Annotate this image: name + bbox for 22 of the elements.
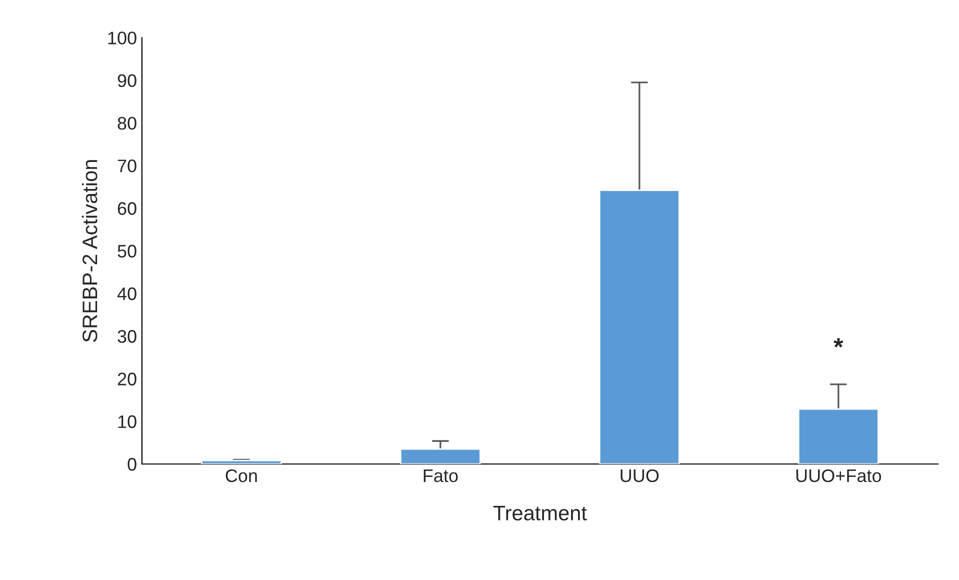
x-tick-label: Fato — [424, 470, 458, 482]
y-tick-label: 40 — [117, 287, 136, 300]
y-tick-label: 70 — [118, 160, 136, 172]
x-tick-label: UUO+Fato — [796, 469, 882, 482]
x-axis-title: Treatment — [493, 506, 587, 520]
bar — [200, 460, 282, 464]
bar — [400, 448, 481, 464]
y-tick-label: 100 — [108, 32, 136, 44]
y-tick-label: 30 — [118, 330, 136, 343]
bar — [598, 190, 680, 464]
y-tick-label: 20 — [118, 372, 136, 386]
y-tick-label: 60 — [118, 202, 136, 215]
y-tick-label: 50 — [118, 244, 136, 258]
y-tick-label: 0 — [128, 458, 136, 471]
annotation: * — [834, 338, 844, 348]
x-tick-label: Con — [226, 469, 257, 482]
y-tick-label: 10 — [118, 415, 136, 428]
x-tick-label: UUO — [620, 469, 659, 482]
y-tick-label: 90 — [118, 74, 136, 88]
y-axis-title: SREBP-2 Activation — [82, 160, 98, 342]
bar — [798, 408, 879, 464]
y-tick-label: 80 — [118, 116, 136, 130]
